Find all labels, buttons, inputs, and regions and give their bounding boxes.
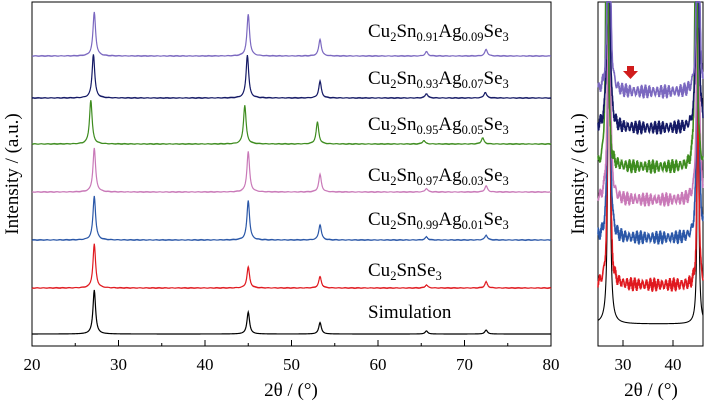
inset-series-line-5 xyxy=(597,1,704,135)
inset-series-line-1 xyxy=(597,1,704,292)
main-y-axis-title: Intensity / (a.u.) xyxy=(2,113,23,234)
inset-y-axis-title: Intensity / (a.u.) xyxy=(568,113,589,234)
inset-x-tick-label-40: 40 xyxy=(665,355,682,374)
series-label-ag003: Cu2Sn0.97Ag0.03Se3 xyxy=(368,165,509,188)
x-tick-label-40: 40 xyxy=(197,355,214,374)
inset-x-axis-title: 2θ / (°) xyxy=(624,380,678,401)
series-label-ag005: Cu2Sn0.95Ag0.05Se3 xyxy=(368,114,509,137)
label-ag007: Cu2Sn0.93Ag0.07Se3 xyxy=(368,68,509,91)
series-line-1 xyxy=(31,243,552,290)
series-line-4 xyxy=(31,100,552,146)
label-cu2snse3: Cu2SnSe3 xyxy=(368,260,442,283)
inset-series-group xyxy=(597,1,704,325)
series-line-2 xyxy=(31,195,552,242)
series-label-ag009: Cu2Sn0.91Ag0.09Se3 xyxy=(368,21,509,44)
label-ag009: Cu2Sn0.91Ag0.09Se3 xyxy=(368,21,509,44)
inset-series-line-2 xyxy=(597,1,704,245)
inset-series-line-3 xyxy=(597,1,704,207)
inset-series-line-6 xyxy=(597,1,704,99)
inset-plot-frame xyxy=(597,1,704,347)
impurity-arrow-icon xyxy=(623,66,638,79)
main-x-ticks: 20 30 40 50 60 70 80 xyxy=(24,340,560,374)
label-simulation: Simulation xyxy=(368,302,452,323)
inset-x-tick-label-30: 30 xyxy=(615,355,632,374)
series-line-0 xyxy=(32,289,551,335)
inset-series-line-0 xyxy=(597,1,704,325)
inset-series-line-4 xyxy=(597,1,704,174)
series-label-ag001: Cu2Sn0.99Ag0.01Se3 xyxy=(368,209,509,232)
series-label-simulation: Simulation xyxy=(368,302,452,323)
x-tick-label-30: 30 xyxy=(110,355,127,374)
inset-zoom-panel: 30 40 2θ / (°) Intensity / (a.u.) xyxy=(568,1,704,401)
main-series-group xyxy=(31,11,552,335)
x-tick-label-20: 20 xyxy=(24,355,41,374)
label-ag001: Cu2Sn0.99Ag0.01Se3 xyxy=(368,209,509,232)
series-line-5 xyxy=(31,54,552,100)
series-label-cu2snse3: Cu2SnSe3 xyxy=(368,260,442,283)
inset-x-ticks: 30 40 xyxy=(615,340,682,374)
x-tick-label-60: 60 xyxy=(370,355,387,374)
main-x-axis-title: 2θ / (°) xyxy=(264,380,318,401)
series-label-ag007: Cu2Sn0.93Ag0.07Se3 xyxy=(368,68,509,91)
x-tick-label-50: 50 xyxy=(283,355,300,374)
main-xrd-panel: 20 30 40 50 60 70 80 Simulation Cu2SnSe3 Cu2Sn… xyxy=(2,1,560,401)
label-ag003: Cu2Sn0.97Ag0.03Se3 xyxy=(368,165,509,188)
x-tick-label-70: 70 xyxy=(456,355,473,374)
x-tick-label-80: 80 xyxy=(543,355,560,374)
series-line-3 xyxy=(31,147,552,194)
series-line-6 xyxy=(31,11,552,58)
label-ag005: Cu2Sn0.95Ag0.05Se3 xyxy=(368,114,509,137)
